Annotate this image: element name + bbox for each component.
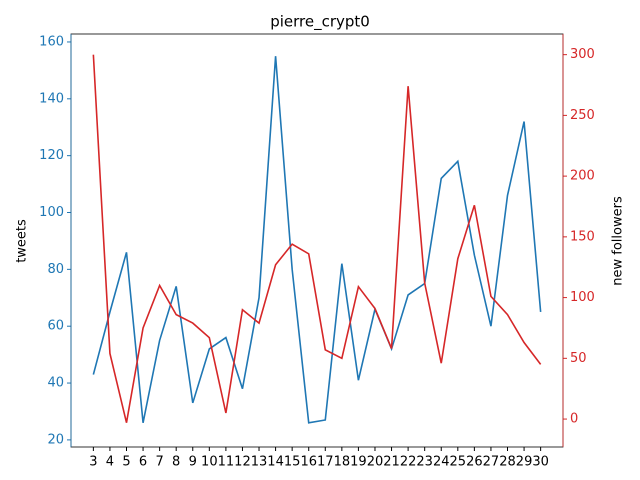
x-tick-label: 9: [189, 455, 197, 470]
x-tick-label: 16: [300, 455, 317, 470]
y-tick-label: 80: [47, 262, 64, 277]
data-line: [92, 54, 542, 423]
x-tick-label: 7: [155, 455, 163, 470]
x-tick-label: 26: [466, 455, 483, 470]
x-tick-label: 11: [218, 455, 235, 470]
y2-tick-label: 50: [570, 351, 587, 366]
y-tick-label: 100: [39, 205, 64, 220]
data-line: [92, 56, 542, 424]
y2-axis-label: new followers: [611, 196, 626, 286]
y2-tick-label: 0: [570, 412, 578, 427]
plot-frame: [70, 33, 564, 448]
x-tick-label: 15: [284, 455, 301, 470]
x-tick-label: 6: [139, 455, 147, 470]
x-tick-label: 19: [350, 455, 367, 470]
x-tick-label: 22: [400, 455, 417, 470]
x-tick-label: 30: [532, 455, 549, 470]
y2-tick-label: 250: [570, 108, 595, 123]
x-tick-label: 21: [383, 455, 400, 470]
y-tick-label: 20: [47, 432, 64, 447]
y-tick-label: 40: [47, 376, 64, 391]
x-tick-label: 14: [267, 455, 284, 470]
y2-tick-label: 200: [570, 169, 595, 184]
x-tick-label: 8: [172, 455, 180, 470]
y-tick-label: 160: [39, 34, 64, 49]
x-tick-label: 17: [317, 455, 334, 470]
y-tick-label: 140: [39, 91, 64, 106]
x-tick-label: 23: [416, 455, 433, 470]
x-tick-label: 10: [201, 455, 218, 470]
x-tick-label: 20: [367, 455, 384, 470]
y2-tick-label: 100: [570, 290, 595, 305]
x-tick-label: 24: [433, 455, 450, 470]
x-tick-label: 25: [450, 455, 467, 470]
x-tick-label: 12: [234, 455, 251, 470]
y-tick-label: 60: [47, 319, 64, 334]
y-axis-label: tweets: [15, 219, 30, 263]
x-tick-label: 3: [89, 455, 97, 470]
x-tick-label: 28: [499, 455, 516, 470]
chart-title: pierre_crypt0: [270, 13, 370, 32]
x-tick-label: 5: [122, 455, 130, 470]
y2-tick-label: 150: [570, 229, 595, 244]
x-tick-label: 29: [516, 455, 533, 470]
y2-tick-label: 300: [570, 47, 595, 62]
x-tick-label: 13: [251, 455, 268, 470]
y-tick-label: 120: [39, 148, 64, 163]
x-tick-label: 18: [334, 455, 351, 470]
x-tick-label: 4: [106, 455, 114, 470]
x-tick-label: 27: [483, 455, 500, 470]
